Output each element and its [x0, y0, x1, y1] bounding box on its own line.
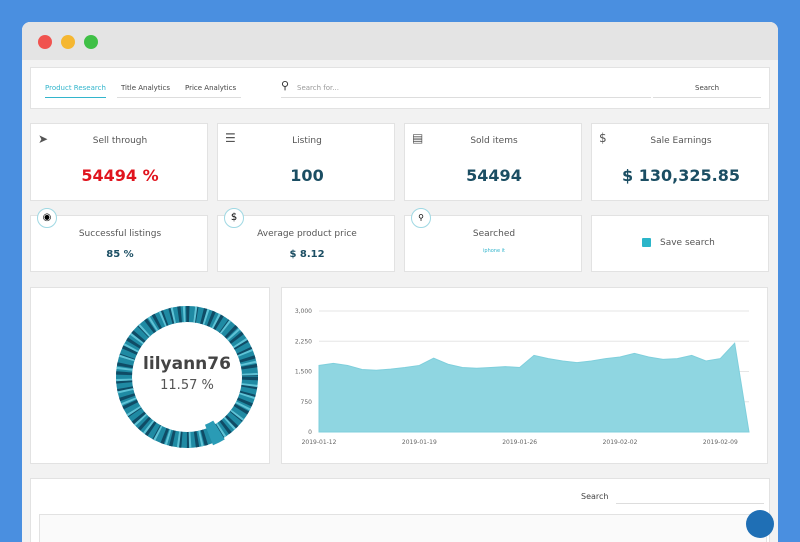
- title-bar: [22, 22, 778, 60]
- table-search-label: Search: [581, 492, 609, 501]
- y-tick-label: 1,500: [295, 369, 312, 376]
- y-tick-label: 750: [301, 399, 313, 406]
- stat-card: ▤ Sold items 54494: [404, 123, 582, 201]
- medal-icon: ◉: [37, 208, 57, 228]
- save-icon: [642, 238, 651, 247]
- card-value: $ 8.12: [289, 249, 325, 260]
- stat-label: Sold items: [470, 136, 518, 146]
- donut-panel: lilyann76 11.57 %: [30, 287, 270, 464]
- info-card: ⚲ Searched iphone it: [404, 208, 582, 272]
- table-header: [39, 514, 767, 542]
- x-tick-label: 2019-01-19: [402, 439, 437, 446]
- x-tick-label: 2019-01-12: [302, 439, 337, 446]
- stat-value: 100: [290, 166, 324, 185]
- tab-underline: [117, 97, 241, 98]
- card-value: 85 %: [106, 249, 134, 260]
- donut-stripes: [116, 306, 258, 448]
- donut-subtitle: 11.57 %: [160, 378, 214, 393]
- minimize-dot[interactable]: [61, 35, 75, 49]
- tab[interactable]: Product Research: [45, 84, 106, 98]
- area: [318, 342, 750, 433]
- stat-card: ☰ Listing 100: [217, 123, 395, 201]
- search-icon: ⚲: [281, 79, 290, 92]
- save-label[interactable]: Save search: [660, 238, 715, 248]
- card-value: iphone it: [483, 248, 505, 254]
- info-card: $ Average product price $ 8.12: [217, 208, 395, 272]
- stat-card: ➤ Sell through 54494 %: [30, 123, 208, 201]
- donut-highlight: [204, 420, 225, 446]
- stat-value: 54494 %: [81, 166, 159, 185]
- list-icon: ☰: [225, 131, 236, 145]
- info-card: ◉ Successful listings 85 %: [30, 208, 208, 272]
- stat-label: Listing: [292, 136, 322, 146]
- tab[interactable]: Title Analytics: [121, 84, 171, 92]
- stat-value: $ 130,325.85: [622, 166, 740, 185]
- rocket-icon: ➤: [38, 132, 49, 146]
- tab[interactable]: Price Analytics: [185, 84, 237, 92]
- donut: lilyann76 11.57 %: [116, 306, 258, 448]
- card-label: Average product price: [257, 229, 357, 239]
- button-underline: [653, 97, 761, 98]
- chat-button[interactable]: [746, 510, 774, 538]
- basket-icon: ▤: [412, 131, 424, 145]
- save-card[interactable]: Save search: [591, 215, 769, 272]
- x-tick-label: 2019-01-26: [502, 439, 537, 446]
- nav-bar: Product Research Title Analytics Price A…: [30, 67, 770, 109]
- area-chart: 0 750 1,500 2,250 3,000 2019-01-12 2019-01-19 2…: [295, 308, 750, 446]
- stat-label: Sale Earnings: [650, 136, 712, 146]
- table-panel: Search: [30, 478, 770, 542]
- maximize-dot[interactable]: [84, 35, 98, 49]
- chart-panel: 0 750 1,500 2,250 3,000 2019-01-12 2019-01-19 2…: [281, 287, 768, 464]
- stat-card: $ Sale Earnings $ 130,325.85: [591, 123, 769, 201]
- x-tick-label: 2019-02-02: [603, 439, 638, 446]
- table-search-input[interactable]: [616, 503, 764, 504]
- search-input[interactable]: Search for...: [297, 84, 339, 92]
- search-underline: [281, 97, 651, 98]
- card-label: Successful listings: [78, 229, 162, 239]
- x-tick-label: 2019-02-09: [703, 439, 738, 446]
- stat-value: 54494: [466, 166, 522, 185]
- stat-label: Sell through: [92, 136, 148, 146]
- close-dot[interactable]: [38, 35, 52, 49]
- browser-window: Product Research Title Analytics Price A…: [22, 22, 778, 542]
- donut-title: lilyann76: [143, 354, 231, 374]
- search-button[interactable]: Search: [695, 84, 720, 92]
- dollar-icon: $: [224, 208, 244, 228]
- y-tick-label: 0: [308, 429, 312, 436]
- card-label: Searched: [472, 229, 516, 239]
- y-tick-label: 2,250: [295, 338, 312, 345]
- y-tick-label: 3,000: [295, 308, 312, 315]
- search-icon: ⚲: [411, 208, 431, 228]
- money-icon: $: [599, 131, 607, 145]
